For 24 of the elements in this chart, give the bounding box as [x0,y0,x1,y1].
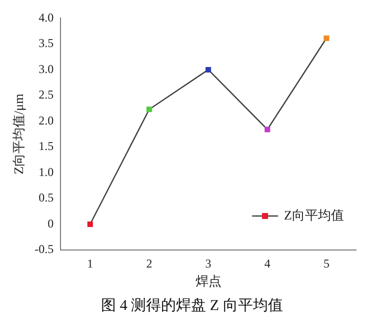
x-tick-label: 4 [264,256,270,270]
y-tick-label: 1.5 [38,139,54,154]
y-tick-label: 2.5 [38,88,54,102]
x-tick-label: 2 [146,256,152,270]
x-tick-label: 5 [323,256,330,270]
point [87,221,93,228]
y-tick-label: 0 [48,216,54,230]
point [146,106,152,112]
point [324,36,330,42]
y-tick-label: 1.0 [38,164,54,179]
y-tick-label: -0.5 [34,242,54,256]
y-tick-label: 0.5 [38,190,54,205]
y-tick-label: 4.0 [38,10,54,24]
y-tick-label: 3.5 [38,36,54,50]
y-axis-title: Z向平均值/μm [11,94,26,174]
y-tick-label: 3.0 [38,62,54,76]
x-tick-label: 1 [87,256,94,270]
x-axis-title: 焊点 [195,274,222,289]
point [264,126,270,132]
y-tick-label: 2.0 [38,113,54,128]
x-tick-label: 3 [205,256,212,270]
caption: 图 4 测得的焊盘 Z 向平均值 [100,296,284,315]
legend-label: Z向平均值 [284,207,344,222]
point [206,66,212,72]
